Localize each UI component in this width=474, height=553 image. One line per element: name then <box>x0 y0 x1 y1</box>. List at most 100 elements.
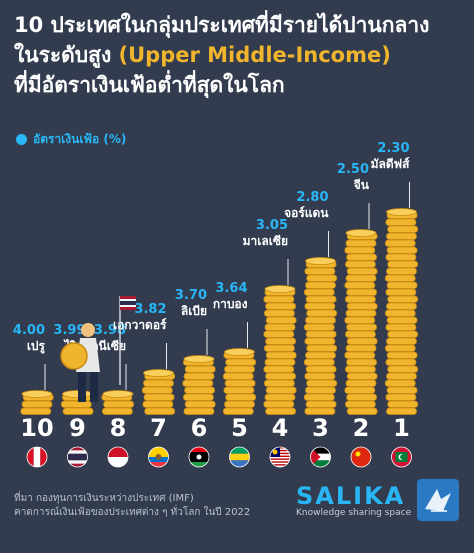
china-flag <box>350 446 372 468</box>
coin <box>387 330 419 338</box>
coin <box>62 407 94 415</box>
coin <box>264 323 296 331</box>
person-head <box>81 323 95 337</box>
flag-border <box>269 446 291 468</box>
coin <box>344 281 376 289</box>
coin <box>21 400 53 408</box>
coin <box>344 351 376 359</box>
coin <box>385 358 417 366</box>
coin <box>344 365 376 373</box>
value-label: 2.80 <box>296 190 328 205</box>
coin-stack-4 <box>141 369 176 415</box>
thai-flag-stripe <box>120 307 136 310</box>
coin <box>265 372 297 380</box>
coin <box>387 225 419 233</box>
value-label: 3.98 <box>94 323 126 338</box>
coin <box>303 288 335 296</box>
coin <box>386 351 418 359</box>
salika-bird-logo-icon <box>417 479 460 521</box>
coin <box>263 365 295 373</box>
coin <box>384 274 416 282</box>
coin <box>20 407 52 415</box>
coin <box>386 372 417 380</box>
coin-stack-5 <box>182 355 216 415</box>
coin <box>303 393 335 401</box>
coin <box>304 407 336 415</box>
coin <box>305 365 337 373</box>
coin <box>385 253 417 261</box>
coin <box>225 358 257 366</box>
country-label: จอร์แดน <box>284 206 329 220</box>
value-label: 4.00 <box>13 323 45 338</box>
gabon-flag <box>229 446 250 468</box>
jordan-flag <box>310 446 331 468</box>
coin <box>385 393 417 401</box>
country-label: มัลดีฟส์ <box>371 157 411 171</box>
coin <box>182 379 214 387</box>
rank-number: 3 <box>312 414 329 442</box>
rank-number: 1 <box>393 414 410 442</box>
coin <box>223 386 255 394</box>
rank-number: 2 <box>353 414 370 442</box>
country-label: มาเลเซีย <box>243 234 288 248</box>
title-highlight: (Upper Middle-Income) <box>118 43 391 67</box>
legend-label: อัตราเงินเฟ้อ (%) <box>33 132 127 146</box>
coin <box>144 407 176 415</box>
country-label: เอกวาดอร์ <box>113 318 167 332</box>
coin-top <box>183 355 215 363</box>
coin <box>141 386 173 394</box>
thailand-flag <box>67 446 88 468</box>
title-line-1: 10 ประเทศในกลุ่มประเทศที่มีรายได้ปานกลาง <box>14 13 430 37</box>
flag-border <box>350 446 372 468</box>
rank-number: 6 <box>191 414 208 442</box>
coin <box>387 365 419 373</box>
flag-border <box>391 446 412 468</box>
rank-number: 8 <box>110 414 127 442</box>
coin <box>346 337 378 345</box>
coin <box>265 351 297 359</box>
indonesia-flag <box>107 446 129 468</box>
coin <box>305 400 337 408</box>
coin <box>345 274 377 282</box>
coin <box>384 239 416 247</box>
source-note: ที่มา กองทุนการเงินระหว่างประเทศ (IMF) ค… <box>14 492 250 520</box>
coin <box>222 372 254 380</box>
coin-top <box>21 390 53 398</box>
coin <box>305 316 336 324</box>
coin <box>344 400 376 408</box>
coin <box>386 386 418 394</box>
coin <box>184 400 216 408</box>
coin <box>304 372 336 380</box>
coin-stack-9 <box>344 229 378 415</box>
flag-border <box>107 446 129 468</box>
coin <box>102 407 133 415</box>
coin <box>183 407 215 415</box>
coin-top <box>62 390 93 398</box>
coin <box>305 330 337 338</box>
coin <box>386 232 417 240</box>
coin <box>103 400 134 408</box>
coin <box>387 260 419 268</box>
country-label: เปรู <box>27 339 46 354</box>
thai-flag-stripe <box>120 301 136 305</box>
coin <box>344 246 376 254</box>
ecuador-flag <box>148 446 169 468</box>
libya-flag <box>188 446 210 468</box>
value-label: 2.50 <box>337 162 369 177</box>
coin <box>265 407 297 415</box>
person-leg <box>78 372 86 402</box>
rank-number: 4 <box>272 414 289 442</box>
coin <box>224 379 256 387</box>
rank-number: 5 <box>231 414 248 442</box>
coin <box>387 295 419 303</box>
coin <box>305 386 336 394</box>
coin-stack-10 <box>384 208 419 415</box>
logo-name: SALIKA <box>296 482 406 510</box>
coin <box>306 379 338 387</box>
flag-border <box>148 446 169 468</box>
value-label: 3.64 <box>215 281 247 296</box>
coin <box>385 288 417 296</box>
coin <box>345 344 377 352</box>
coin-stack-3 <box>101 390 134 415</box>
coin <box>345 379 377 387</box>
